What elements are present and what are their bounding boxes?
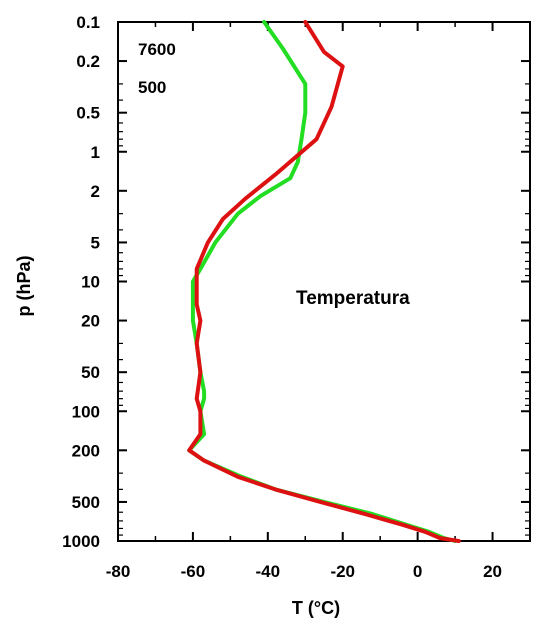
y-tick-label: 20 <box>81 312 100 331</box>
y-axis-title: p (hPa) <box>14 255 34 316</box>
y-tick-label: 200 <box>72 441 100 460</box>
series-line-2 <box>187 20 461 543</box>
y-tick-label: 500 <box>72 493 100 512</box>
y-tick-label: 0.2 <box>76 52 100 71</box>
y-axis-ticks: 0.1 0.2 0.5 1 2 5 10 20 50 100 200 500 1000 <box>62 13 530 551</box>
y-tick-label: 0.5 <box>76 104 100 123</box>
series-layer <box>187 20 461 543</box>
y-tick-label: 50 <box>81 363 100 382</box>
plot-frame <box>117 21 531 542</box>
annotation-temperatura: Temperatura <box>296 288 410 309</box>
y-tick-label: 2 <box>91 182 100 201</box>
x-axis-title: T (°C) <box>292 598 340 618</box>
x-tick-label: -60 <box>181 562 206 581</box>
y-tick-label: 10 <box>81 273 100 292</box>
series-line-1 <box>187 20 458 543</box>
x-tick-label: -20 <box>330 562 355 581</box>
y-tick-label: 0.1 <box>76 13 100 32</box>
x-axis-ticks: -80 -60 -40 -20 0 20 <box>106 22 502 581</box>
x-tick-label: -80 <box>106 562 131 581</box>
x-tick-label: 20 <box>483 562 502 581</box>
y-tick-label: 1000 <box>62 532 100 551</box>
annotation-7600: 7600 <box>138 40 176 59</box>
plot-border <box>117 21 531 542</box>
y-tick-label: 5 <box>91 233 100 252</box>
x-tick-label: 0 <box>413 562 422 581</box>
y-tick-label: 1 <box>91 143 100 162</box>
x-tick-label: -40 <box>256 562 281 581</box>
annotation-500: 500 <box>138 78 166 97</box>
y-tick-label: 100 <box>72 402 100 421</box>
